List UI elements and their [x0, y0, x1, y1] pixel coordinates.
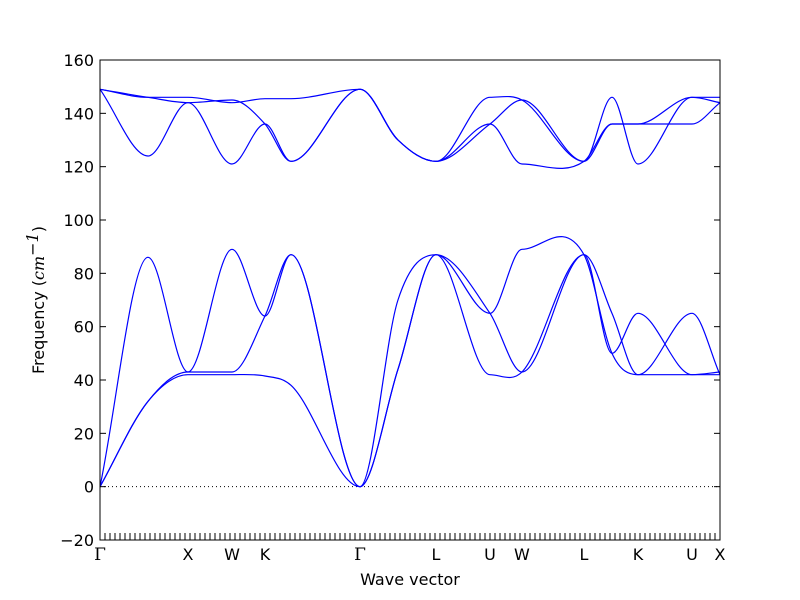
y-axis-label-math: cm	[29, 256, 48, 280]
high-symmetry-label: L	[580, 545, 589, 564]
y-tick-label: 20	[74, 424, 94, 443]
y-axis-label-suffix: )	[29, 226, 48, 232]
y-axis: −20 0 20 40 60 80 100 120 140 160	[60, 51, 720, 550]
high-symmetry-label: Γ	[94, 545, 106, 565]
high-symmetry-label: K	[260, 545, 271, 564]
high-symmetry-label: X	[182, 545, 193, 564]
high-symmetry-label: Γ	[354, 545, 366, 565]
plot-area	[99, 59, 721, 541]
y-axis-label-exponent: −1	[23, 232, 42, 256]
y-tick-label: 60	[74, 318, 94, 337]
phonon-branch-4	[99, 88, 721, 165]
high-symmetry-label: U	[484, 545, 496, 564]
high-symmetry-label: U	[686, 545, 698, 564]
high-symmetry-label: W	[514, 545, 530, 564]
high-symmetry-label: W	[224, 545, 240, 564]
phonon-branch-2	[99, 254, 721, 488]
phonon-branch-5	[99, 88, 721, 169]
y-tick-label: 0	[84, 478, 94, 497]
high-symmetry-label: K	[633, 545, 644, 564]
y-tick-label: 40	[74, 371, 94, 390]
phonon-branch-6	[99, 88, 720, 165]
high-symmetry-label: X	[715, 545, 726, 564]
phonon-branches	[99, 88, 721, 488]
plot-frame	[99, 59, 721, 541]
y-tick-label: −20	[60, 531, 94, 550]
y-tick-label: 80	[74, 264, 94, 283]
phonon-branch-1	[99, 254, 720, 488]
high-symmetry-label: L	[432, 545, 441, 564]
phonon-branch-3	[99, 236, 721, 488]
x-axis-label: Wave vector	[360, 570, 460, 589]
y-tick-label: 120	[63, 158, 94, 177]
y-tick-label: 140	[63, 104, 94, 123]
y-axis-label-prefix: Frequency (	[29, 280, 48, 374]
y-axis-label: Frequency (cm−1)	[23, 226, 48, 374]
y-tick-label: 100	[63, 211, 94, 230]
y-tick-label: 160	[63, 51, 94, 70]
